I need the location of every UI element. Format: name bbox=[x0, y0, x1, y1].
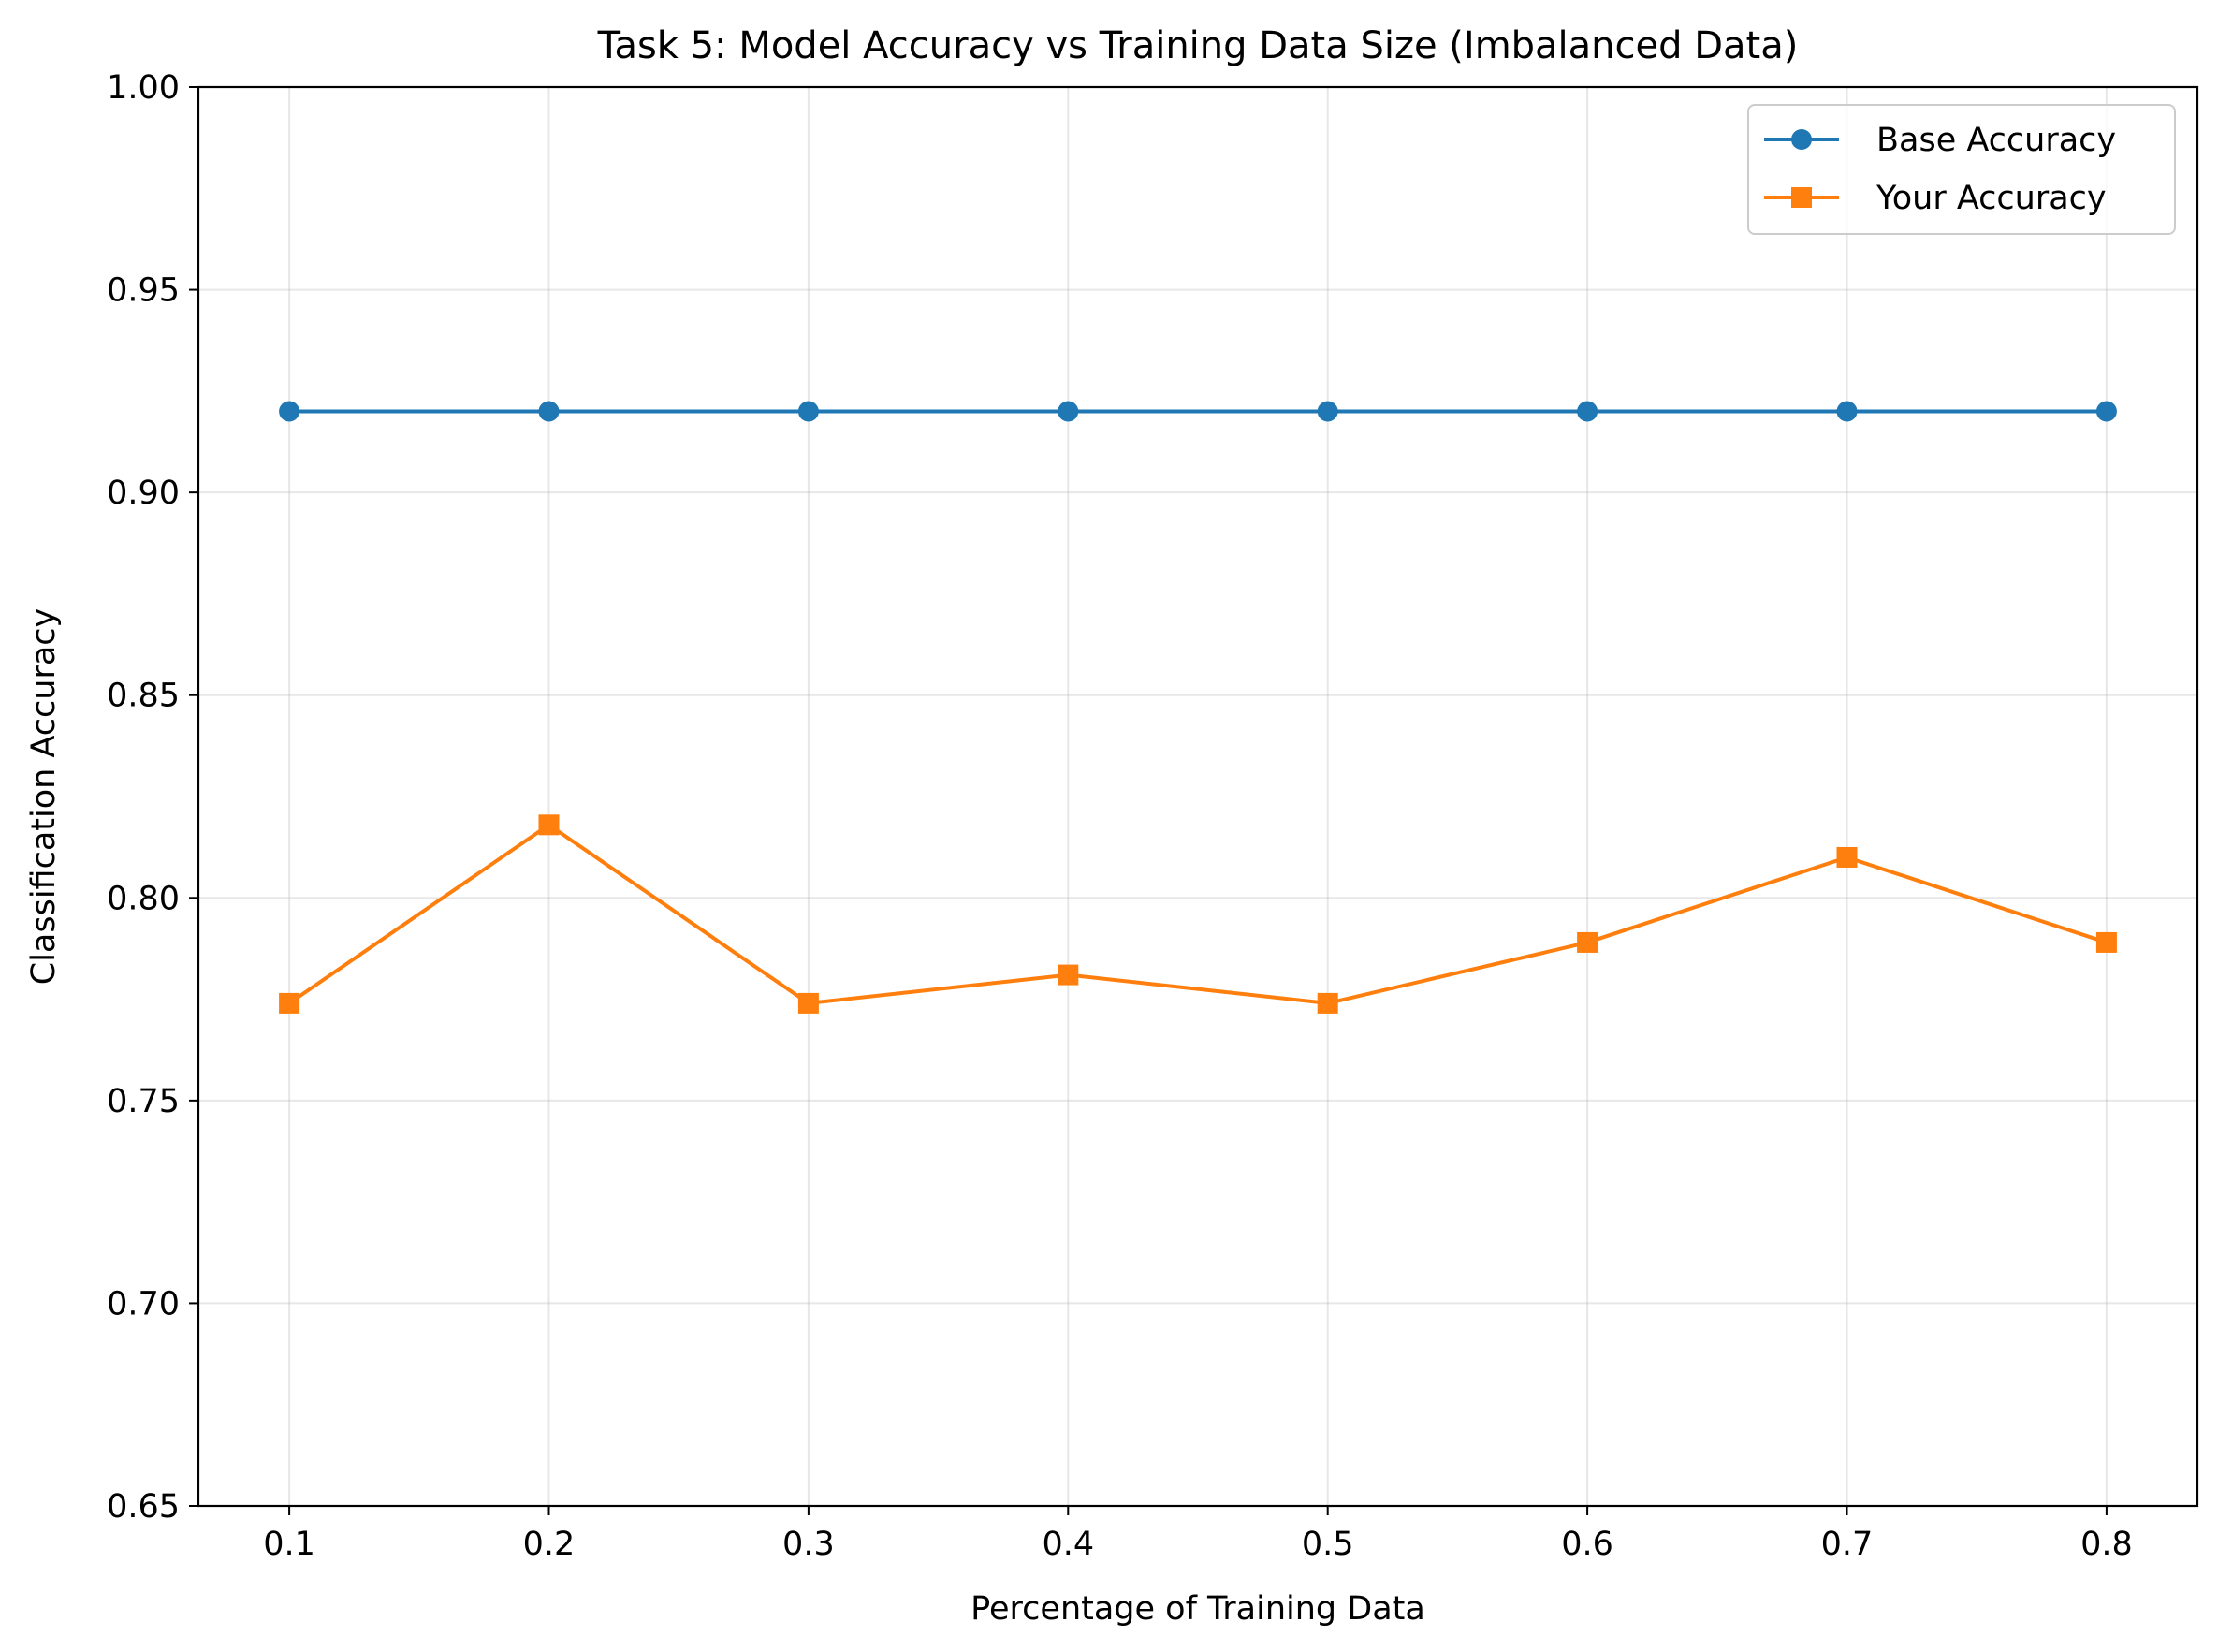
x-tick-label: 0.1 bbox=[263, 1526, 315, 1563]
data-point-square bbox=[797, 992, 819, 1014]
y-tick-label: 0.85 bbox=[107, 678, 180, 715]
data-point-circle bbox=[538, 401, 560, 422]
data-point-square bbox=[1836, 846, 1858, 868]
y-tick-label: 0.95 bbox=[107, 272, 180, 310]
x-tick-label: 0.3 bbox=[782, 1526, 835, 1563]
data-point-circle bbox=[2095, 401, 2117, 422]
x-tick-label: 0.5 bbox=[1302, 1526, 1354, 1563]
data-point-square bbox=[1058, 964, 1079, 986]
data-point-circle bbox=[279, 401, 300, 422]
data-point-square bbox=[538, 814, 560, 836]
data-point-circle bbox=[1836, 401, 1858, 422]
data-point-square bbox=[279, 992, 300, 1014]
y-axis-label: Classification Accuracy bbox=[25, 608, 63, 986]
x-axis-label: Percentage of Training Data bbox=[970, 1590, 1425, 1628]
y-tick-label: 0.90 bbox=[107, 475, 180, 512]
data-point-circle bbox=[1577, 401, 1598, 422]
x-tick-label: 0.4 bbox=[1042, 1526, 1094, 1563]
chart-title: Task 5: Model Accuracy vs Training Data … bbox=[597, 24, 1799, 67]
y-axis: 0.65 0.70 0.75 0.80 0.85 0.90 0.95 1.00 bbox=[107, 69, 198, 1526]
x-tick-label: 0.7 bbox=[1821, 1526, 1874, 1563]
y-tick-label: 0.80 bbox=[107, 880, 180, 917]
y-tick-label: 0.75 bbox=[107, 1083, 180, 1120]
data-point-circle bbox=[1317, 401, 1338, 422]
y-tick-label: 0.70 bbox=[107, 1285, 180, 1323]
legend-label-yours: Your Accuracy bbox=[1875, 180, 2107, 217]
y-tick-label: 1.00 bbox=[107, 69, 180, 107]
legend-box bbox=[1747, 104, 2176, 235]
plot-area bbox=[198, 87, 2197, 1506]
x-tick-label: 0.2 bbox=[523, 1526, 576, 1563]
series-layer bbox=[279, 401, 2117, 1014]
legend-marker-yours bbox=[1791, 187, 1812, 208]
legend: Base Accuracy Your Accuracy bbox=[1747, 104, 2176, 235]
x-tick-label: 0.6 bbox=[1561, 1526, 1613, 1563]
data-point-square bbox=[2095, 931, 2117, 953]
data-point-circle bbox=[797, 401, 819, 422]
legend-marker-base bbox=[1791, 129, 1812, 150]
legend-label-base: Base Accuracy bbox=[1876, 122, 2116, 159]
series-line-2 bbox=[287, 823, 2108, 1005]
data-point-square bbox=[1577, 931, 1598, 953]
x-tick-label: 0.8 bbox=[2080, 1526, 2133, 1563]
plot-frame bbox=[197, 85, 2199, 1508]
x-axis: 0.1 0.2 0.3 0.4 0.5 0.6 0.7 0.8 bbox=[263, 1506, 2133, 1563]
y-tick-label: 0.65 bbox=[107, 1488, 180, 1526]
data-point-square bbox=[1317, 992, 1338, 1014]
data-point-circle bbox=[1058, 401, 1079, 422]
